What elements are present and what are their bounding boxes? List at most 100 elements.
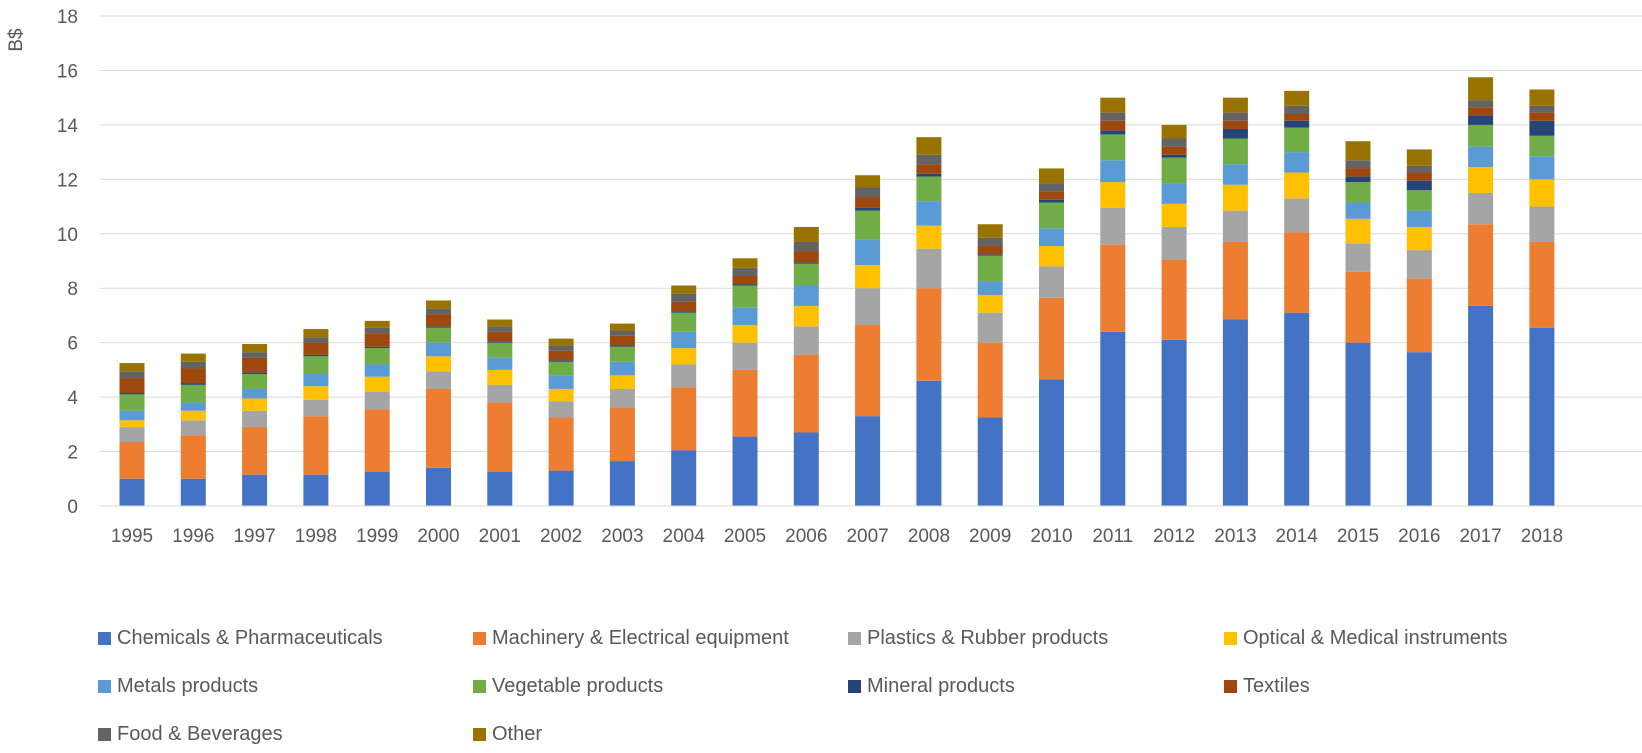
legend-swatch bbox=[473, 680, 486, 693]
bar-stack-1999 bbox=[364, 320, 390, 506]
bar-segment-s6 bbox=[793, 262, 819, 264]
bar-stack-2007 bbox=[855, 175, 881, 506]
bar-segment-s9 bbox=[303, 329, 329, 338]
bar-segment-s5 bbox=[1406, 190, 1432, 211]
bar-segment-s4 bbox=[180, 402, 206, 411]
bar-segment-s1 bbox=[609, 408, 635, 462]
bar-segment-s5 bbox=[364, 348, 390, 365]
bar-segment-s3 bbox=[487, 369, 513, 385]
bar-segment-s1 bbox=[1468, 224, 1494, 306]
legend-swatch bbox=[848, 632, 861, 645]
bar-segment-s3 bbox=[119, 420, 145, 428]
bar-segment-s6 bbox=[1345, 176, 1371, 183]
bar-segment-s0 bbox=[548, 470, 574, 506]
bar-segment-s4 bbox=[1161, 183, 1187, 204]
bar-segment-s1 bbox=[916, 288, 942, 381]
bar-segment-s4 bbox=[1100, 160, 1126, 183]
bar-segment-s9 bbox=[1222, 97, 1248, 113]
bar-segment-s8 bbox=[1039, 183, 1064, 192]
bar-segment-s9 bbox=[1161, 124, 1187, 139]
bar-segment-s7 bbox=[180, 368, 206, 384]
x-tick-label: 2010 bbox=[1030, 526, 1072, 547]
bar-stack-2005 bbox=[732, 258, 758, 506]
bar-segment-s3 bbox=[855, 265, 881, 289]
bar-segment-s5 bbox=[671, 312, 697, 332]
bar-segment-s9 bbox=[242, 344, 268, 353]
y-tick-label: 4 bbox=[67, 388, 78, 409]
bar-segment-s4 bbox=[916, 201, 942, 226]
bar-segment-s3 bbox=[548, 388, 574, 402]
bar-segment-s0 bbox=[916, 380, 942, 506]
bar-segment-s9 bbox=[916, 137, 942, 155]
bar-segment-s2 bbox=[119, 427, 145, 443]
bar-segment-s0 bbox=[1468, 305, 1494, 506]
bar-segment-s8 bbox=[671, 293, 697, 302]
bar-segment-s5 bbox=[426, 327, 451, 343]
bar-segment-s1 bbox=[548, 417, 574, 471]
bar-segment-s4 bbox=[1345, 202, 1371, 219]
bar-segment-s5 bbox=[1039, 202, 1064, 229]
bar-segment-s5 bbox=[1345, 182, 1371, 203]
bar-segment-s3 bbox=[732, 324, 758, 343]
bar-segment-s8 bbox=[1161, 138, 1187, 147]
bar-segment-s1 bbox=[1161, 259, 1187, 340]
bar-segment-s6 bbox=[548, 360, 574, 362]
bar-segment-s5 bbox=[1529, 135, 1555, 157]
bar-segment-s1 bbox=[732, 369, 758, 437]
legend-item: Plastics & Rubber products bbox=[848, 627, 1108, 650]
x-axis-tick-labels: 1995 1996 1997 1998 1999 2000 2001 2002 2003 2004… bbox=[111, 526, 1563, 547]
chart: 0 2 4 6 8 10 12 14 16 18 1995 1996 1997 1998 1999 2000… bbox=[6, 7, 1642, 547]
bar-segment-s8 bbox=[1222, 112, 1248, 121]
bar-segment-s4 bbox=[242, 388, 268, 399]
legend-label: Vegetable products bbox=[492, 675, 664, 697]
bar-segment-s3 bbox=[609, 375, 635, 389]
bar-stack-2018 bbox=[1529, 89, 1555, 506]
bar-stack-2001 bbox=[487, 319, 513, 506]
x-tick-label: 2001 bbox=[479, 526, 521, 547]
x-tick-label: 2017 bbox=[1459, 526, 1501, 547]
legend-item: Metals products bbox=[98, 675, 258, 698]
bar-segment-s0 bbox=[180, 478, 206, 506]
bar-segment-s1 bbox=[1284, 232, 1310, 313]
bar-segment-s3 bbox=[671, 348, 697, 365]
bar-segment-s3 bbox=[1161, 203, 1187, 227]
legend-item: Vegetable products bbox=[473, 675, 663, 698]
bar-segment-s1 bbox=[1345, 271, 1371, 343]
y-axis-tick-labels: 0 2 4 6 8 10 12 14 16 18 bbox=[57, 7, 79, 518]
bar-segment-s7 bbox=[916, 164, 942, 174]
bar-stack-2008 bbox=[916, 137, 942, 506]
y-tick-label: 14 bbox=[57, 116, 79, 137]
legend-swatch bbox=[1224, 632, 1237, 645]
legend-label: Textiles bbox=[1243, 675, 1310, 697]
bar-segment-s8 bbox=[1468, 100, 1494, 108]
bar-segment-s7 bbox=[1345, 168, 1371, 177]
bar-stack-2002 bbox=[548, 338, 574, 506]
legend-item: Chemicals & Pharmaceuticals bbox=[98, 627, 383, 650]
bar-segment-s0 bbox=[1222, 319, 1248, 506]
bar-segment-s5 bbox=[1222, 138, 1248, 165]
bar-segment-s1 bbox=[793, 354, 819, 433]
bar-segment-s0 bbox=[303, 474, 329, 506]
bar-stack-2011 bbox=[1100, 97, 1126, 506]
legend-item: Food & Beverages bbox=[98, 723, 283, 746]
bar-segment-s9 bbox=[119, 363, 145, 372]
bar-segment-s7 bbox=[977, 246, 1003, 255]
bar-segment-s0 bbox=[1529, 327, 1555, 506]
x-tick-label: 2007 bbox=[846, 526, 888, 547]
bar-segment-s6 bbox=[1529, 120, 1555, 136]
x-tick-label: 2002 bbox=[540, 526, 582, 547]
bar-segment-s2 bbox=[1468, 192, 1494, 225]
bar-segment-s4 bbox=[1284, 152, 1310, 173]
bar-segment-s0 bbox=[487, 471, 513, 506]
legend-swatch bbox=[848, 680, 861, 693]
bar-segment-s7 bbox=[1468, 107, 1494, 116]
bar-segment-s7 bbox=[303, 342, 329, 355]
bar-segment-s8 bbox=[1406, 165, 1432, 173]
x-tick-label: 2018 bbox=[1521, 526, 1563, 547]
bar-segment-s8 bbox=[426, 308, 451, 315]
bar-segment-s2 bbox=[242, 410, 268, 428]
bar-segment-s0 bbox=[1161, 339, 1187, 506]
bar-segment-s1 bbox=[180, 435, 206, 479]
bar-segment-s4 bbox=[1222, 164, 1248, 185]
bar-stack-2012 bbox=[1161, 124, 1187, 506]
